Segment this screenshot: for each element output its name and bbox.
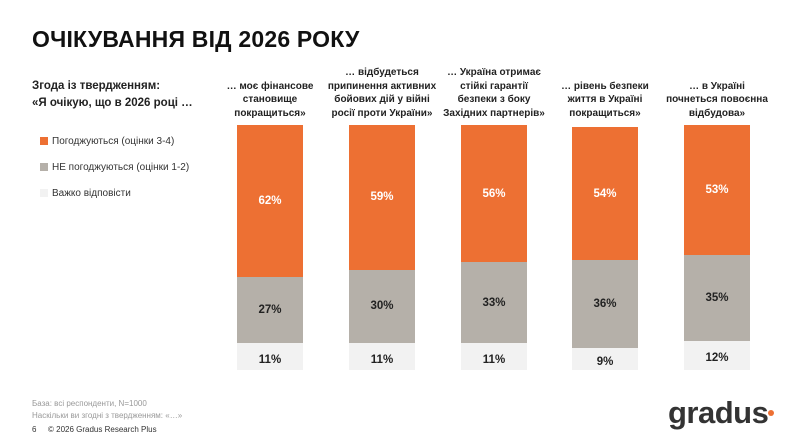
legend-label: Важко відповісти xyxy=(52,187,131,199)
category-label: … Україна отримає стійкі гарантії безпек… xyxy=(443,67,545,119)
bar-segment: 36% xyxy=(572,259,638,348)
footer-base: База: всі респонденти, N=1000 xyxy=(32,399,147,408)
data-label: 53% xyxy=(705,183,729,196)
legend-label: Погоджуються (оцінки 3-4) xyxy=(52,135,175,147)
bar-segment: 9% xyxy=(572,347,638,370)
bar-segment: 53% xyxy=(684,125,750,255)
bar-segment: 62% xyxy=(237,125,303,277)
question-label: Згода із твердженням: «Я очікую, що в 20… xyxy=(32,78,193,112)
question-line-1: Згода із твердженням: xyxy=(32,80,161,92)
bar-segment: 27% xyxy=(237,276,303,344)
page-title: ОЧІКУВАННЯ ВІД 2026 РОКУ xyxy=(32,26,360,52)
bar-segment: 11% xyxy=(349,343,415,370)
gradus-logo: gradus xyxy=(668,395,769,430)
data-label: 9% xyxy=(596,355,614,368)
category-label: … моє фінансове становище покращиться» xyxy=(226,80,314,119)
data-label: 33% xyxy=(482,296,506,309)
legend: Погоджуються (оцінки 3-4) НЕ погоджуються… xyxy=(40,128,189,206)
data-label: 11% xyxy=(482,353,506,366)
category-label: … відбудеться припинення активних бойови… xyxy=(327,67,437,119)
bar-segment: 54% xyxy=(572,127,638,260)
data-label: 11% xyxy=(258,353,282,366)
data-label: 35% xyxy=(705,291,729,304)
data-label: 54% xyxy=(593,187,617,200)
bar-segment: 35% xyxy=(684,254,750,341)
bar-segment: 11% xyxy=(237,343,303,370)
bar-segment: 33% xyxy=(461,262,527,344)
bar-segment: 11% xyxy=(461,343,527,370)
footer-page-number: 6 xyxy=(32,425,37,434)
bar-segment: 30% xyxy=(349,269,415,344)
data-label: 27% xyxy=(258,303,282,316)
legend-item: НЕ погоджуються (оцінки 1-2) xyxy=(40,154,189,180)
legend-item: Погоджуються (оцінки 3-4) xyxy=(40,128,189,154)
data-label: 30% xyxy=(370,300,394,313)
data-label: 11% xyxy=(370,353,394,366)
data-label: 56% xyxy=(482,187,506,200)
footer-question: Наскільки ви згодні з твердженням: «…» xyxy=(32,411,183,420)
data-label: 12% xyxy=(705,352,729,365)
legend-label: НЕ погоджуються (оцінки 1-2) xyxy=(52,161,190,173)
question-line-2: «Я очікую, що в 2026 році … xyxy=(32,97,193,109)
bar-segment: 59% xyxy=(349,125,415,270)
data-label: 62% xyxy=(258,194,282,207)
legend-swatch xyxy=(40,137,48,145)
footer-copyright: © 2026 Gradus Research Plus xyxy=(48,425,157,434)
data-label: 59% xyxy=(370,191,394,204)
data-label: 36% xyxy=(593,297,617,310)
category-label: … рівень безпеки життя в Україні покращи… xyxy=(561,80,649,119)
bar-segment: 56% xyxy=(461,125,527,263)
logo-dot xyxy=(768,410,774,416)
legend-item: Важко відповісти xyxy=(40,180,189,206)
bar-segment: 12% xyxy=(684,340,750,370)
legend-swatch xyxy=(40,189,48,197)
legend-swatch xyxy=(40,163,48,171)
category-label: … в Україні почнеться повоєнна відбудова… xyxy=(666,80,768,119)
